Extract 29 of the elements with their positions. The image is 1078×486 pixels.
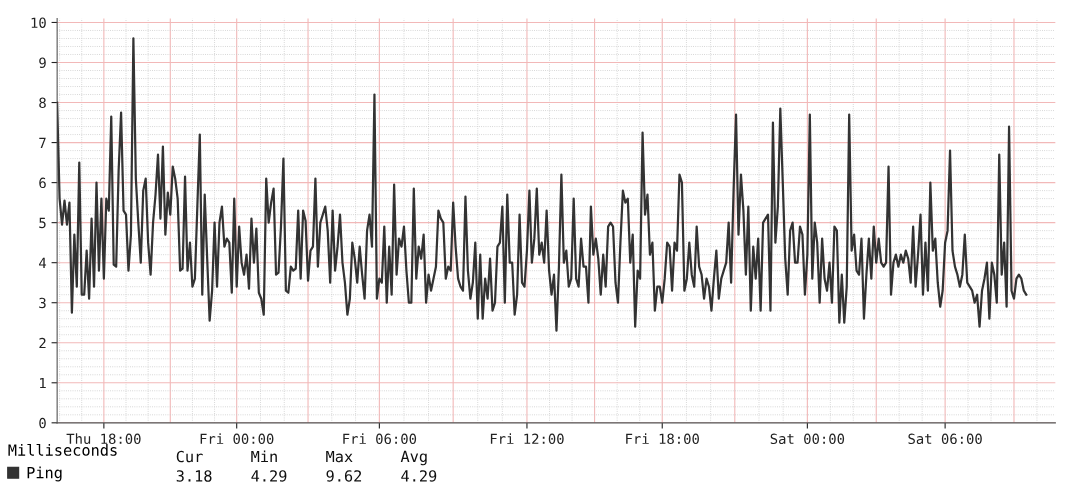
text: Min (251, 450, 277, 463)
x-tick-label: Thu 18:00 (66, 433, 141, 445)
text: Cur (176, 450, 203, 463)
line-series (57, 37, 1028, 332)
x-tick-label: Fri 12:00 (490, 433, 564, 445)
x-tick-label: Fri 06:00 (343, 433, 417, 445)
text: 9.62 (326, 470, 362, 482)
y-tick-label: 3 (39, 297, 46, 309)
y-tick-label: 9 (39, 57, 46, 69)
x-tick-label: Sat 06:00 (908, 433, 982, 445)
y-tick-label: 8 (39, 97, 46, 109)
text: Avg (400, 450, 427, 466)
legend-label: Ping (27, 466, 62, 482)
y-tick-label: 2 (39, 337, 46, 349)
y-tick-label: 6 (39, 177, 46, 189)
y-tick-label: 4 (39, 257, 47, 268)
y-tick-label: 1 (40, 377, 46, 389)
text: 4.29 (251, 470, 287, 482)
x-tick-label: Fri 00:00 (200, 433, 274, 445)
y-tick-label: 10 (31, 17, 46, 28)
x-tick-label: Fri 18:00 (626, 433, 699, 445)
text: 4.29 (401, 470, 437, 482)
legend-title: Milliseconds (8, 443, 117, 456)
y-tick-label: 0 (39, 417, 46, 429)
y-tick-label: 5 (39, 217, 46, 229)
x-tick-label: Sat 00:00 (770, 433, 845, 445)
text: Max (326, 450, 353, 463)
text: 3.18 (176, 470, 212, 482)
y-tick-label: 7 (39, 137, 46, 148)
